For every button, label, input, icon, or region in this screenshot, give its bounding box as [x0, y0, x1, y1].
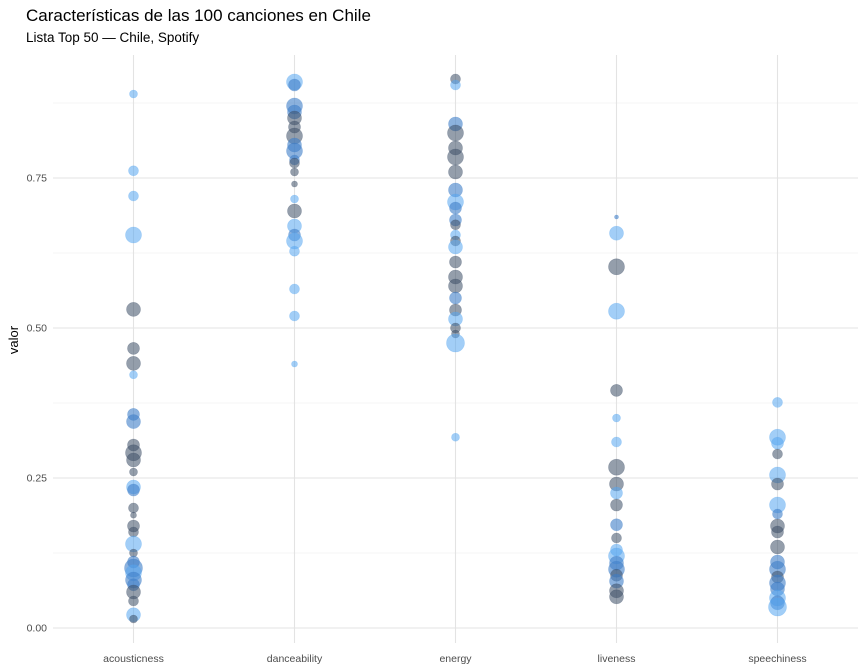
- data-point-energy: [450, 219, 461, 231]
- y-tick-label: 0.00: [27, 623, 48, 635]
- data-point-liveness: [610, 384, 623, 397]
- data-point-acousticness: [127, 483, 140, 497]
- data-point-acousticness: [130, 511, 137, 519]
- data-point-acousticness: [126, 452, 141, 468]
- data-point-speechiness: [771, 436, 784, 450]
- chart-subtitle: Lista Top 50 — Chile, Spotify: [26, 30, 199, 45]
- data-point-energy: [451, 432, 460, 442]
- data-point-danceability: [289, 245, 300, 257]
- data-point-speechiness: [771, 525, 784, 539]
- x-tick-label: acousticness: [103, 653, 164, 665]
- x-tick-label: liveness: [598, 653, 636, 665]
- data-point-danceability: [289, 283, 300, 295]
- x-tick-label: speechiness: [748, 653, 806, 665]
- data-point-speechiness: [770, 539, 785, 555]
- data-point-energy: [446, 333, 465, 353]
- data-point-liveness: [610, 486, 623, 500]
- data-point-liveness: [611, 436, 622, 448]
- data-point-speechiness: [772, 448, 783, 460]
- data-point-acousticness: [128, 190, 139, 202]
- data-point-acousticness: [128, 595, 139, 607]
- data-point-danceability: [291, 180, 298, 188]
- data-point-energy: [449, 201, 462, 215]
- data-point-energy: [447, 148, 464, 166]
- data-point-liveness: [608, 458, 625, 476]
- data-point-speechiness: [772, 508, 783, 520]
- data-point-energy: [447, 124, 464, 142]
- data-point-liveness: [610, 518, 623, 532]
- data-point-acousticness: [128, 526, 139, 538]
- y-tick-label: 0.50: [27, 323, 48, 335]
- x-axis-ticks: acousticness danceability energy liveness sp…: [103, 653, 807, 665]
- data-point-acousticness: [129, 370, 138, 380]
- data-point-acousticness: [126, 302, 141, 317]
- data-point-energy: [449, 291, 462, 305]
- data-point-acousticness: [129, 614, 138, 624]
- data-point-energy: [448, 278, 463, 294]
- data-point-danceability: [289, 310, 300, 322]
- data-point-danceability: [288, 78, 301, 92]
- data-point-acousticness: [128, 502, 139, 514]
- data-points: [124, 73, 787, 624]
- data-point-acousticness: [127, 342, 140, 355]
- x-tick-label: energy: [439, 653, 472, 665]
- data-point-energy: [448, 239, 463, 255]
- data-point-liveness: [614, 214, 619, 220]
- data-point-liveness: [610, 498, 623, 512]
- data-point-danceability: [287, 203, 302, 219]
- data-point-danceability: [290, 194, 299, 204]
- data-point-energy: [448, 164, 463, 180]
- data-point-danceability: [291, 360, 298, 368]
- data-point-liveness: [608, 258, 625, 276]
- data-point-energy: [450, 79, 461, 91]
- data-point-acousticness: [128, 165, 139, 177]
- data-point-energy: [449, 255, 462, 269]
- data-point-speechiness: [771, 477, 784, 491]
- data-point-acousticness: [129, 89, 138, 99]
- data-point-speechiness: [768, 597, 787, 617]
- data-point-acousticness: [125, 226, 142, 244]
- data-point-liveness: [609, 225, 624, 241]
- data-point-liveness: [611, 532, 622, 544]
- y-tick-label: 0.25: [27, 473, 48, 485]
- data-point-danceability: [289, 157, 300, 169]
- y-tick-label: 0.75: [27, 173, 48, 185]
- data-point-acousticness: [126, 414, 141, 429]
- x-tick-label: danceability: [267, 653, 323, 665]
- data-point-acousticness: [126, 356, 141, 371]
- y-axis-title: valor: [6, 325, 21, 354]
- chart-title: Características de las 100 canciones en …: [26, 6, 371, 25]
- data-point-liveness: [609, 589, 624, 605]
- data-point-speechiness: [772, 397, 783, 408]
- data-point-acousticness: [129, 467, 138, 477]
- data-point-liveness: [608, 302, 625, 320]
- data-point-liveness: [612, 413, 621, 423]
- data-point-danceability: [290, 167, 299, 177]
- y-axis-ticks: 0.00 0.25 0.50 0.75: [27, 173, 48, 635]
